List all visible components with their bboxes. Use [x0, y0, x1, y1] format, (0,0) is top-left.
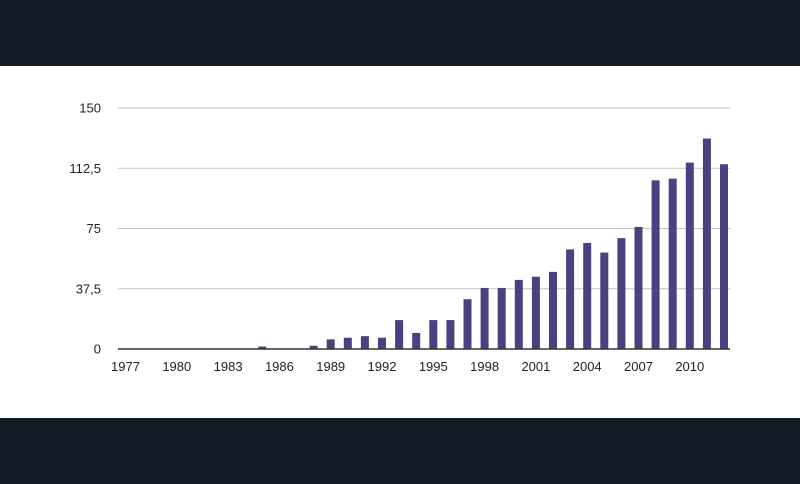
x-tick-label: 1995 — [419, 359, 448, 374]
bar-2012 — [720, 164, 728, 349]
x-tick-label: 2004 — [573, 359, 602, 374]
bar-1990 — [343, 337, 352, 349]
y-tick-label: 112,5 — [69, 161, 101, 176]
x-tick-label: 2001 — [521, 359, 550, 374]
y-tick-label: 0 — [94, 342, 101, 357]
chart-panel: 0 37,5 75 112,5 150 1977 1980 1983 1986 1989 1992 1… — [0, 66, 800, 418]
bar-1996 — [446, 320, 455, 349]
bar-2009 — [668, 178, 677, 349]
bar-2003 — [566, 249, 575, 349]
x-tick-label: 2010 — [675, 359, 704, 374]
bar-2010 — [685, 162, 694, 349]
bar-2004 — [583, 242, 592, 349]
bar-1995 — [429, 320, 438, 349]
x-tick-label: 1980 — [162, 359, 191, 374]
x-tick-label: 1992 — [368, 359, 397, 374]
x-tick-label: 1986 — [265, 359, 294, 374]
y-tick-label: 37,5 — [76, 281, 101, 296]
x-tick-label: 1983 — [214, 359, 243, 374]
bar-2005 — [600, 252, 609, 349]
bar-2006 — [617, 238, 626, 349]
bar-1997 — [463, 299, 472, 349]
bar-1988 — [309, 345, 318, 349]
bar-2000 — [514, 279, 523, 349]
bar-2001 — [531, 276, 540, 349]
x-tick-label: 2007 — [624, 359, 653, 374]
bar-1985 — [258, 346, 267, 349]
bar-chart: 0 37,5 75 112,5 150 1977 1980 1983 1986 1989 1992 1… — [69, 101, 730, 374]
bar-2002 — [549, 271, 557, 349]
y-tick-label: 150 — [79, 101, 101, 116]
x-tick-label: 1989 — [316, 359, 345, 374]
bar-1994 — [412, 332, 421, 349]
bar-1993 — [395, 320, 404, 349]
x-tick-label: 1977 — [111, 359, 140, 374]
bar-2007 — [634, 226, 643, 349]
bar-2011 — [702, 138, 711, 349]
bar-1991 — [360, 336, 369, 349]
y-tick-label: 75 — [87, 221, 101, 236]
bar-1999 — [497, 287, 506, 349]
x-tick-label: 1998 — [470, 359, 499, 374]
bar-1992 — [378, 337, 386, 349]
bar-2008 — [651, 180, 660, 349]
bar-1998 — [480, 287, 489, 349]
bar-1989 — [326, 339, 335, 349]
